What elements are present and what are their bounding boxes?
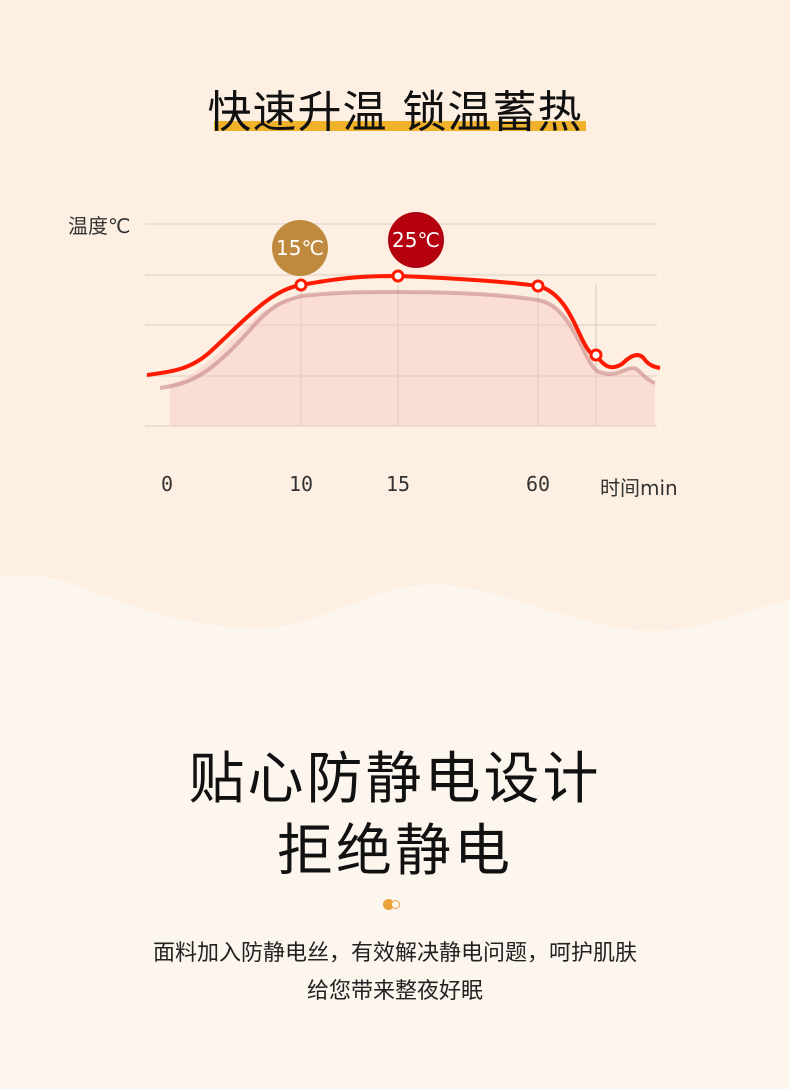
badge-15c: 15℃ bbox=[272, 220, 328, 276]
temperature-chart bbox=[145, 223, 661, 427]
shadow-line bbox=[159, 289, 656, 390]
title-underline bbox=[214, 121, 586, 131]
data-point bbox=[294, 278, 308, 292]
x-axis-label: 时间min bbox=[600, 476, 678, 500]
top-background bbox=[0, 0, 790, 631]
badge-25c: 25℃ bbox=[388, 212, 444, 268]
data-point bbox=[589, 348, 603, 362]
section-title-line1: 贴心防静电设计 bbox=[188, 747, 602, 812]
x-tick: 15 bbox=[385, 472, 411, 496]
data-point bbox=[391, 269, 405, 283]
shadow-area bbox=[170, 292, 655, 426]
x-tick: 60 bbox=[525, 472, 551, 496]
page-title: 快速升温 锁温蓄热 bbox=[207, 87, 583, 138]
description-line1: 面料加入防静电丝，有效解决静电问题，呵护肌肤 bbox=[152, 941, 637, 966]
y-axis-label: 温度℃ bbox=[68, 214, 131, 238]
data-point bbox=[531, 279, 545, 293]
decorative-dots bbox=[383, 899, 403, 910]
x-tick: 0 bbox=[160, 472, 174, 496]
x-tick: 10 bbox=[288, 472, 314, 496]
temperature-line bbox=[146, 273, 661, 377]
description-line2: 给您带来整夜好眠 bbox=[306, 979, 483, 1004]
section-title-line2: 拒绝静电 bbox=[277, 819, 513, 884]
